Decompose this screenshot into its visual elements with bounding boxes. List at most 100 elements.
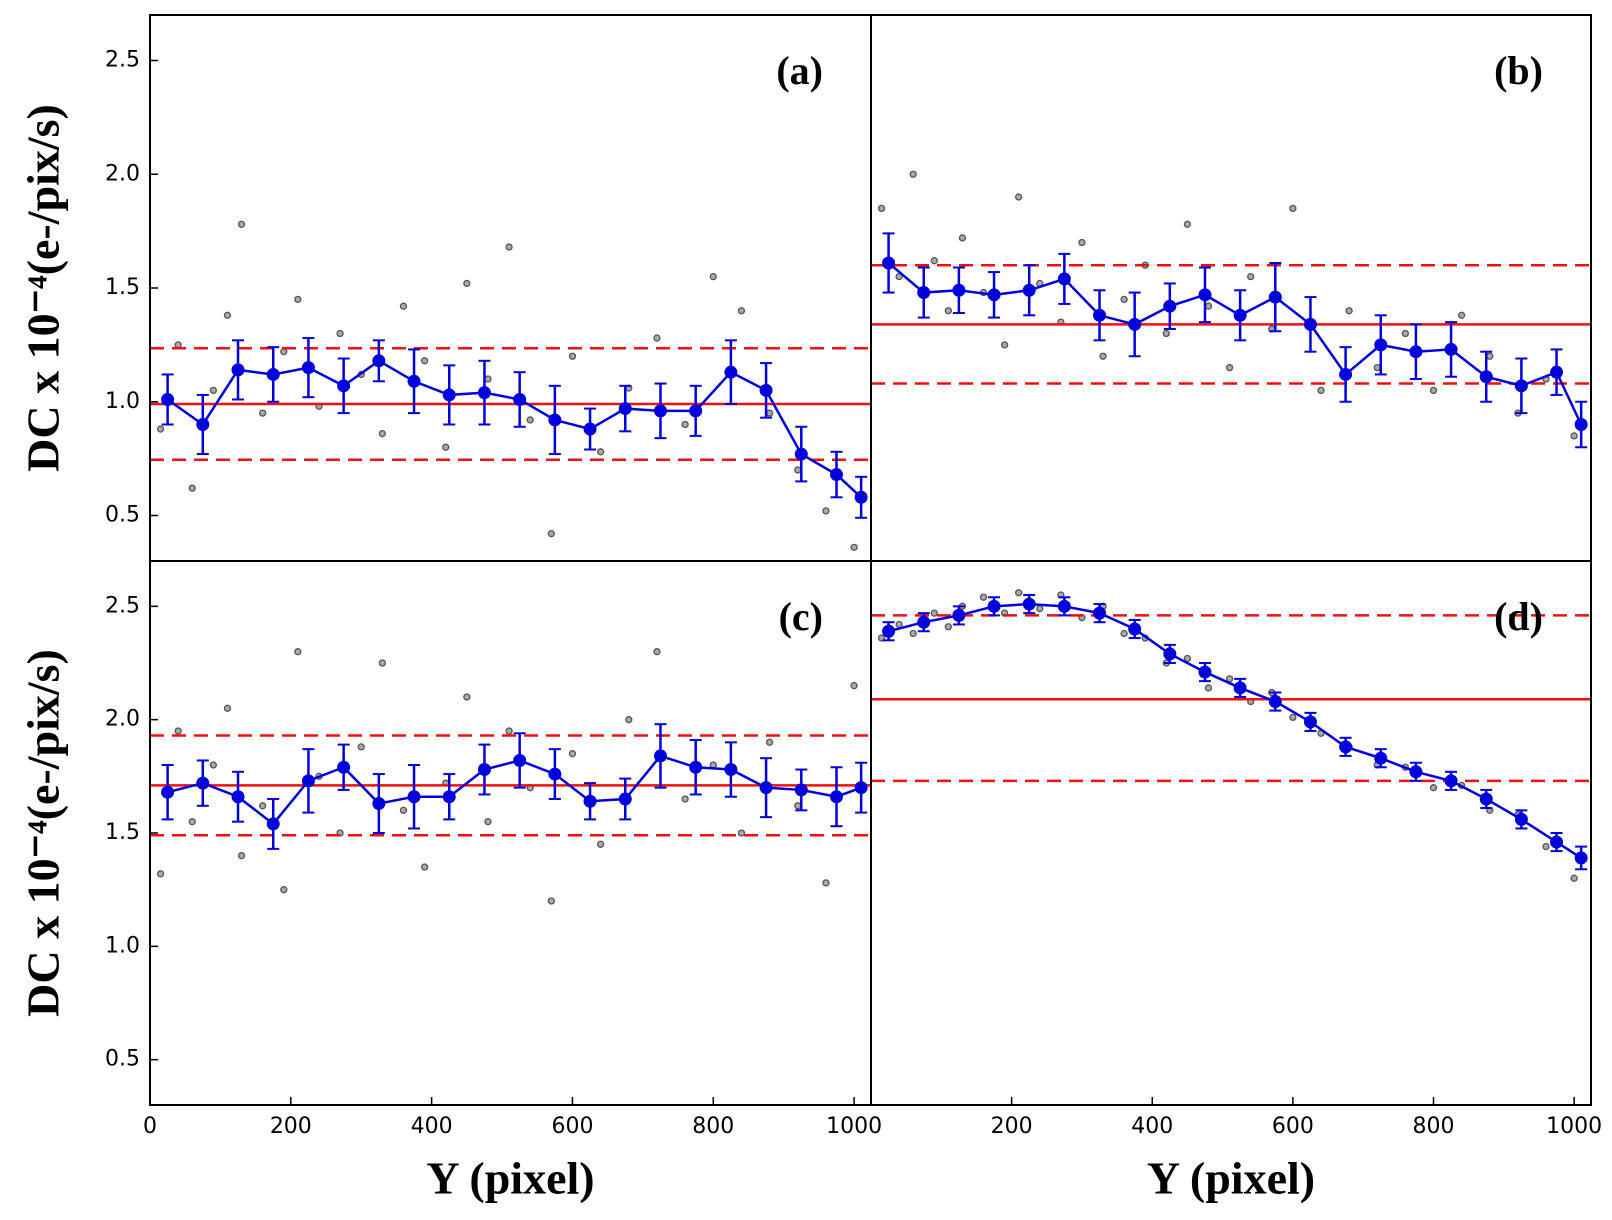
mean-point bbox=[1303, 317, 1317, 331]
mean-point bbox=[548, 413, 562, 427]
scatter-point bbox=[850, 682, 858, 690]
scatter-point bbox=[1570, 432, 1578, 440]
scatter-point bbox=[822, 879, 830, 887]
panel-label: (a) bbox=[776, 48, 823, 93]
scatter-point bbox=[1373, 363, 1381, 372]
scatter-point bbox=[1099, 352, 1107, 360]
scatter-point bbox=[223, 704, 232, 712]
mean-point bbox=[372, 354, 386, 368]
mean-point bbox=[987, 599, 1001, 613]
mean-point bbox=[407, 790, 421, 804]
panel-label: (d) bbox=[1494, 594, 1543, 639]
x-tick-label: 1000 bbox=[826, 1114, 882, 1139]
scatter-point bbox=[1204, 302, 1213, 310]
scatter-point bbox=[1120, 295, 1128, 304]
scatter-point bbox=[526, 416, 534, 424]
scatter-point bbox=[709, 272, 717, 281]
mean-line bbox=[888, 602, 1582, 859]
mean-point bbox=[1057, 599, 1071, 613]
mean-point bbox=[1233, 308, 1247, 322]
scatter-point bbox=[737, 829, 746, 837]
scatter-point bbox=[895, 272, 903, 281]
scatter-point bbox=[765, 409, 774, 417]
scatter-point bbox=[442, 443, 450, 451]
scatter-point bbox=[850, 543, 858, 551]
mean-point bbox=[1339, 367, 1353, 381]
scatter-point bbox=[209, 386, 218, 395]
scatter-point bbox=[1000, 341, 1009, 349]
mean-point bbox=[266, 817, 280, 831]
panel-plot bbox=[150, 220, 871, 551]
mean-point bbox=[1409, 345, 1423, 359]
scatter-point bbox=[681, 420, 689, 429]
mean-point bbox=[794, 447, 808, 461]
mean-line bbox=[887, 262, 1583, 426]
y-tick-label: 1.5 bbox=[105, 820, 140, 845]
mean-line bbox=[167, 754, 862, 826]
scatter-point bbox=[1289, 204, 1297, 213]
scatter-point bbox=[1486, 352, 1494, 360]
mean-point bbox=[1198, 665, 1212, 679]
scatter-point bbox=[484, 818, 492, 826]
mean-point bbox=[1022, 597, 1036, 611]
scatter-point bbox=[765, 738, 774, 746]
scatter-point bbox=[653, 648, 661, 656]
scatter-point bbox=[223, 311, 232, 319]
scatter-point bbox=[280, 348, 288, 356]
scatter-point bbox=[909, 170, 917, 178]
y-axis-label: DC x 10⁻⁴(e-/pix/s) bbox=[18, 649, 69, 1017]
scatter-point bbox=[979, 593, 988, 601]
scatter-point bbox=[1204, 684, 1213, 692]
scatter-point bbox=[1078, 238, 1086, 247]
scatter-point bbox=[944, 307, 952, 315]
mean-point bbox=[882, 624, 896, 638]
mean-point bbox=[337, 379, 351, 393]
mean-point bbox=[1479, 792, 1493, 806]
scatter-point bbox=[568, 352, 577, 360]
y-tick-label: 2.0 bbox=[105, 161, 140, 186]
scatter-point bbox=[1015, 193, 1023, 201]
mean-point bbox=[407, 374, 421, 388]
mean-point bbox=[1128, 317, 1142, 331]
mean-point bbox=[1198, 288, 1212, 302]
mean-point bbox=[1444, 774, 1458, 788]
x-tick-label: 400 bbox=[1131, 1114, 1173, 1139]
scatter-point bbox=[336, 329, 344, 338]
y-tick-label: 1.0 bbox=[105, 389, 140, 414]
mean-point bbox=[513, 392, 527, 406]
scatter-point bbox=[794, 466, 802, 474]
scatter-point bbox=[294, 648, 302, 656]
mean-point bbox=[724, 365, 738, 379]
mean-point bbox=[952, 283, 966, 297]
scatter-point bbox=[237, 852, 246, 860]
mean-point bbox=[618, 792, 632, 806]
mean-point bbox=[1093, 606, 1107, 620]
scatter-point bbox=[596, 840, 605, 848]
mean-point bbox=[301, 361, 315, 375]
scatter-point bbox=[484, 375, 492, 383]
scatter-point bbox=[259, 409, 267, 417]
scatter-point bbox=[1183, 220, 1192, 228]
mean-point bbox=[1022, 283, 1036, 297]
mean-point bbox=[1268, 290, 1282, 304]
x-axis-label: Y (pixel) bbox=[426, 1153, 594, 1204]
panel-plot bbox=[871, 589, 1591, 882]
scatter-point bbox=[625, 716, 633, 724]
scatter-point bbox=[1225, 363, 1234, 372]
y-tick-label: 1.5 bbox=[105, 275, 140, 300]
y-tick-label: 2.5 bbox=[105, 48, 140, 73]
x-tick-label: 800 bbox=[1413, 1114, 1455, 1139]
mean-point bbox=[759, 383, 773, 397]
mean-point bbox=[231, 363, 245, 377]
scatter-point bbox=[237, 220, 246, 228]
mean-point bbox=[442, 790, 456, 804]
scatter-point bbox=[280, 886, 288, 894]
scatter-point bbox=[156, 870, 165, 878]
mean-point bbox=[583, 422, 597, 436]
scatter-point bbox=[737, 307, 746, 315]
mean-point bbox=[689, 760, 703, 774]
scatter-point bbox=[958, 234, 967, 242]
mean-point bbox=[266, 367, 280, 381]
mean-point bbox=[1163, 299, 1177, 313]
